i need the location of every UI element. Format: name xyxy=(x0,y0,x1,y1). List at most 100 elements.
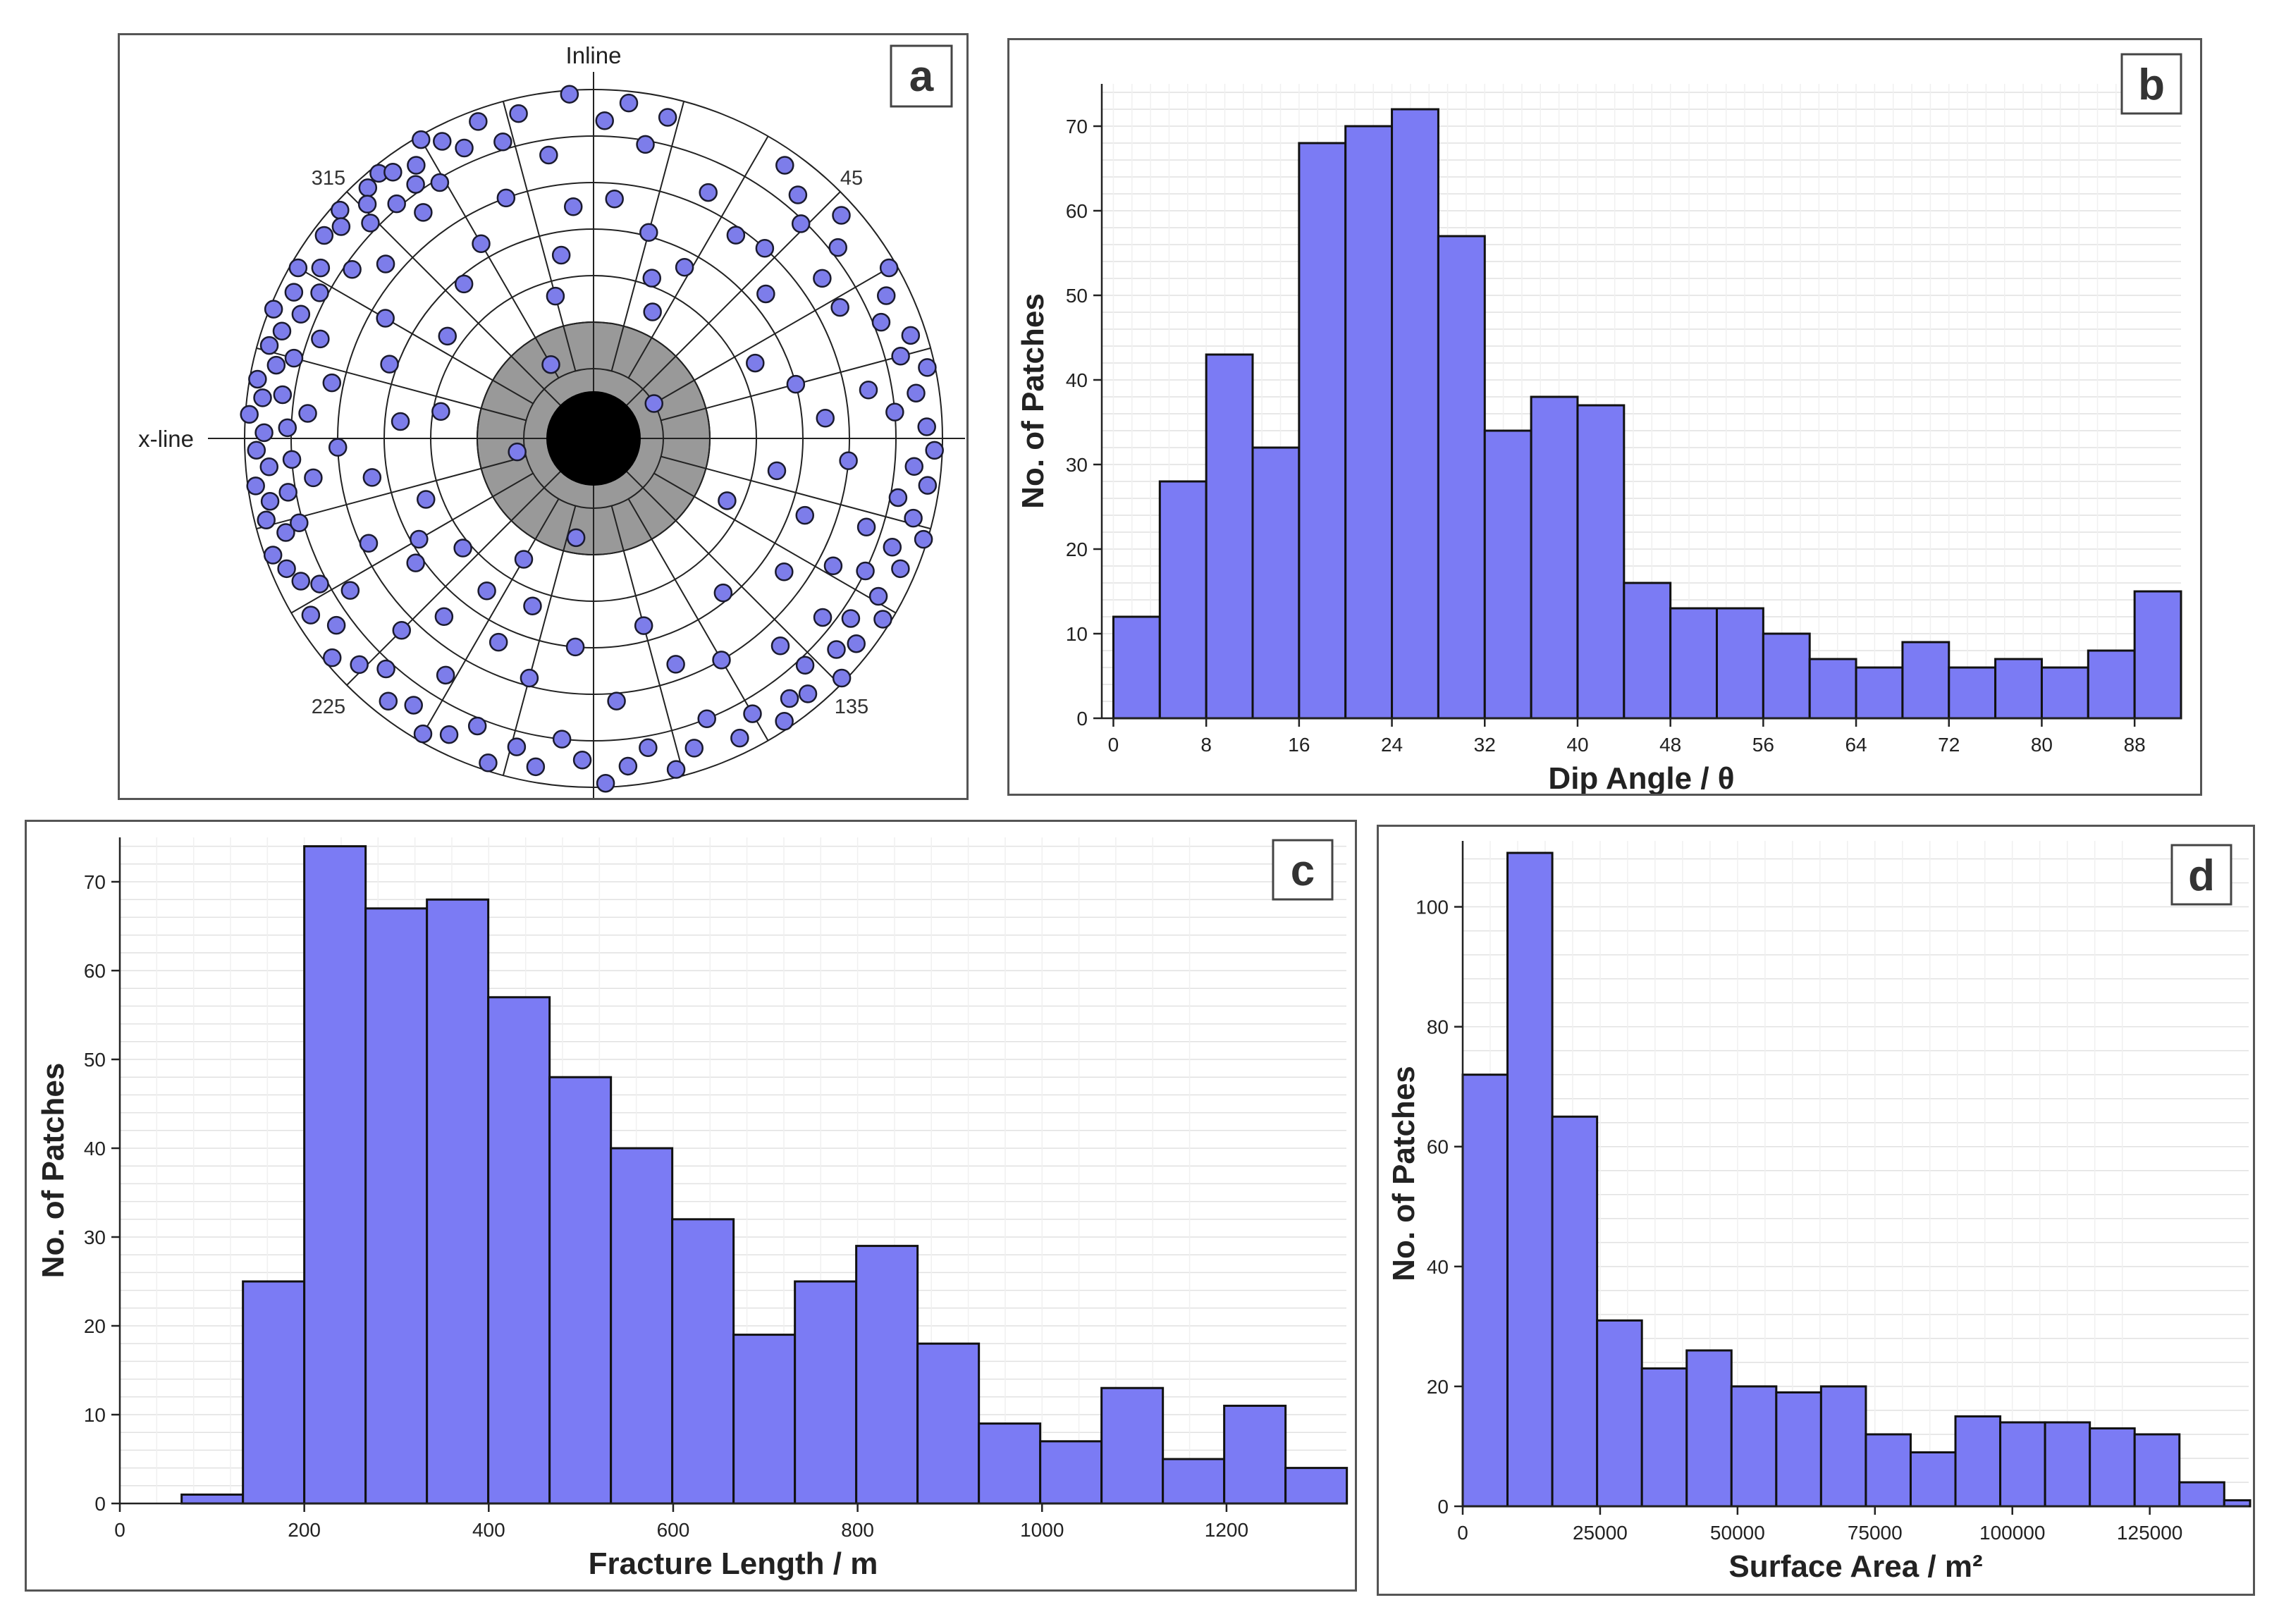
pole-point xyxy=(278,418,297,438)
pole-point xyxy=(508,442,527,462)
pole-point xyxy=(813,608,833,627)
pole-point xyxy=(298,404,317,423)
pole-point xyxy=(795,505,815,525)
histogram-bar xyxy=(1669,607,1719,720)
pole-point xyxy=(572,750,592,770)
angle-label: 225 xyxy=(312,696,345,718)
histogram-bar xyxy=(1623,582,1672,720)
y-tick-label: 60 xyxy=(84,960,106,982)
pole-point xyxy=(856,561,875,581)
pole-point xyxy=(406,553,425,572)
pole-point xyxy=(469,112,488,131)
pole-point xyxy=(454,274,474,294)
histogram-bar xyxy=(1716,607,1764,720)
histogram-bar xyxy=(364,907,429,1505)
pole-point xyxy=(828,238,847,257)
pole-point xyxy=(272,321,292,341)
x-axis-title: Fracture Length / m xyxy=(589,1546,878,1581)
pole-point xyxy=(775,712,794,731)
histogram-bar xyxy=(1530,395,1579,720)
histogram-bar xyxy=(1284,1467,1349,1505)
x-tick-label: 48 xyxy=(1659,734,1681,756)
x-tick-label: 600 xyxy=(657,1519,690,1541)
histogram-bar xyxy=(1685,1349,1733,1508)
pole-point xyxy=(413,724,433,744)
histogram-bar xyxy=(2044,1421,2091,1508)
pole-point xyxy=(376,254,395,273)
histogram-bar xyxy=(1909,1451,1957,1508)
pole-point xyxy=(684,739,704,758)
y-tick-label: 20 xyxy=(1427,1376,1449,1398)
pole-point xyxy=(813,269,832,288)
pole-point xyxy=(328,438,348,457)
pole-point xyxy=(546,286,565,306)
pole-point xyxy=(730,728,749,748)
pole-point xyxy=(417,490,436,509)
pole-point xyxy=(888,488,908,508)
histogram-bar xyxy=(610,1147,674,1505)
x-tick-label: 56 xyxy=(1752,734,1774,756)
pole-point xyxy=(376,659,395,679)
panel-label: b xyxy=(2138,61,2165,109)
pole-point xyxy=(566,528,586,548)
histogram-bar xyxy=(1437,235,1486,720)
histogram-bar xyxy=(1205,353,1254,720)
histogram-bar xyxy=(1762,632,1811,720)
angle-label: 45 xyxy=(840,167,863,190)
pole-point xyxy=(563,197,583,216)
pole-point xyxy=(314,226,334,245)
pole-point xyxy=(607,691,626,710)
pole-point xyxy=(847,634,866,653)
pole-point xyxy=(520,668,539,688)
pole-point xyxy=(311,329,330,349)
y-axis-title: No. of Patches xyxy=(1387,1066,1421,1281)
angle-label: 315 xyxy=(312,167,345,190)
panel-label: d xyxy=(2188,851,2215,900)
pole-point xyxy=(816,408,835,428)
histogram-bar xyxy=(2089,1427,2136,1508)
histogram-bar xyxy=(794,1280,858,1505)
histogram-bar xyxy=(548,1076,613,1505)
histogram-bar xyxy=(1775,1391,1822,1508)
y-tick-label: 30 xyxy=(1066,454,1088,476)
pole-point xyxy=(658,108,677,127)
azimuth-spoke xyxy=(625,470,841,686)
y-tick-label: 80 xyxy=(1427,1016,1449,1038)
pole-point xyxy=(541,355,560,374)
pole-point xyxy=(643,302,662,321)
pole-point xyxy=(526,757,546,777)
pole-point xyxy=(551,245,571,265)
pole-point xyxy=(605,190,624,209)
panel-label: c xyxy=(1291,847,1315,895)
pole-point xyxy=(387,194,406,214)
histogram-bar xyxy=(978,1422,1042,1505)
xline-label: x-line xyxy=(138,426,194,452)
y-tick-label: 40 xyxy=(84,1138,106,1159)
histogram-bar xyxy=(1483,429,1532,720)
pole-point xyxy=(288,258,308,278)
pole-point xyxy=(291,572,311,591)
x-tick-label: 64 xyxy=(1845,734,1867,756)
pole-point xyxy=(699,183,718,202)
x-tick-label: 200 xyxy=(288,1519,321,1541)
pole-point xyxy=(331,217,351,236)
pole-point xyxy=(340,581,360,600)
pole-point xyxy=(770,636,790,656)
histogram-bar xyxy=(1251,446,1301,720)
pole-point xyxy=(282,450,302,469)
pole-point xyxy=(343,259,362,279)
pole-point xyxy=(775,156,794,175)
y-tick-label: 50 xyxy=(1066,285,1088,307)
histogram-bar xyxy=(1298,142,1347,720)
pole-point xyxy=(839,451,858,470)
histogram-bar xyxy=(1901,641,1951,720)
pole-point xyxy=(439,725,459,744)
pole-point xyxy=(257,510,276,530)
pole-point xyxy=(791,214,811,233)
y-tick-label: 70 xyxy=(84,871,106,893)
pole-point xyxy=(560,85,579,104)
azimuth-spoke xyxy=(661,455,931,530)
pole-point xyxy=(253,388,272,407)
panel-a: Inline x-line 315 45 225 135 a xyxy=(118,33,969,805)
pole-point xyxy=(767,461,787,481)
